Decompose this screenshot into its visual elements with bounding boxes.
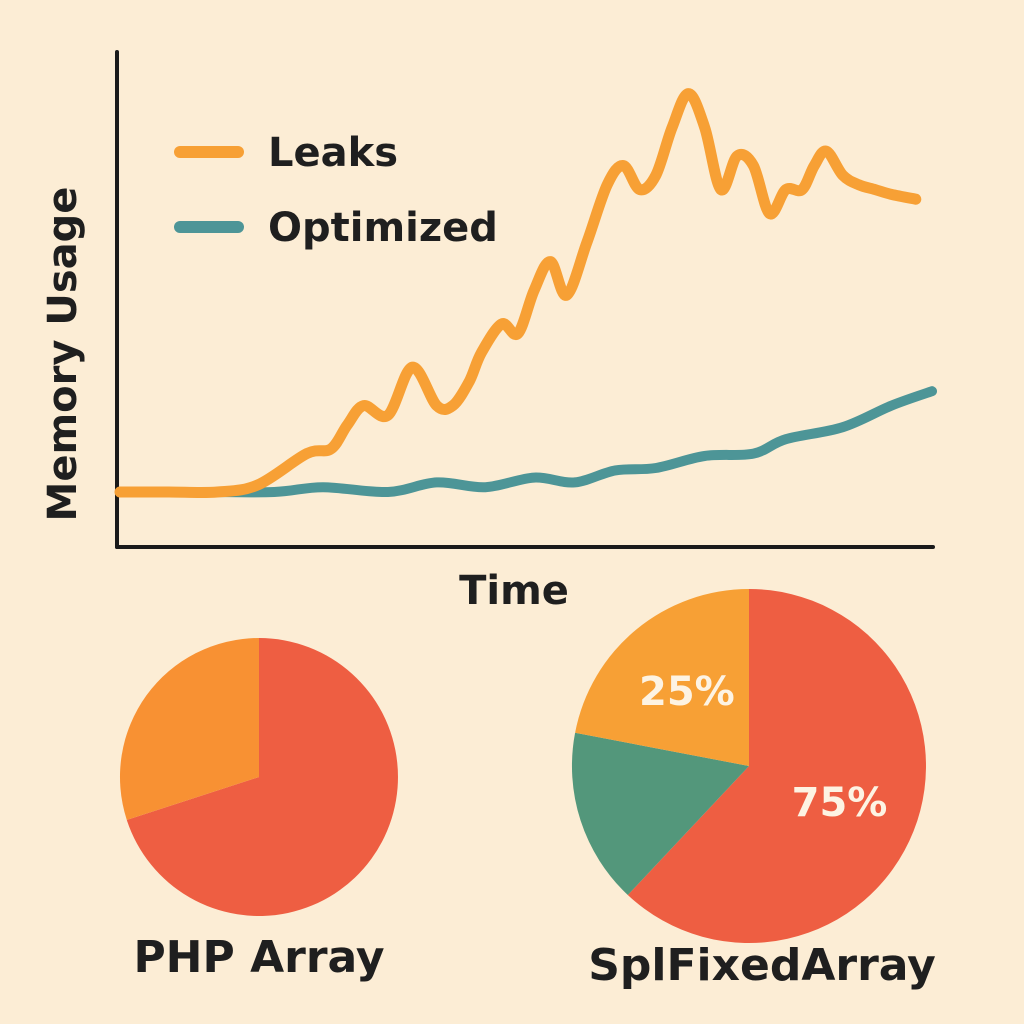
x-axis-label: Time (459, 568, 569, 614)
y-axis-label: Memory Usage (40, 187, 86, 522)
pie-slice-2 (575, 589, 749, 766)
pie-caption-php-array: PHP Array (133, 932, 384, 983)
legend-label-optimized: Optimized (268, 205, 498, 251)
legend: Leaks Optimized (174, 130, 498, 251)
pie-caption-splfixedarray: SplFixedArray (588, 940, 936, 991)
pie-slice-0 (126, 638, 398, 916)
series-line-leaks (114, 88, 922, 499)
line-chart: Leaks Optimized Time Memory Usage (40, 50, 937, 614)
legend-label-leaks: Leaks (268, 130, 398, 176)
pie-chart-php-array (119, 637, 398, 916)
pie-slice-0 (627, 589, 926, 944)
series-line-optimized (115, 386, 937, 498)
series-layer (114, 88, 937, 499)
pie-slice-1 (119, 637, 259, 820)
pie-slice-1 (571, 732, 749, 895)
pie-slice-label-0: 75% (792, 780, 888, 826)
pie-slice-label-2: 25% (639, 669, 735, 715)
pie-chart-splfixedarray: 75% 25% (571, 589, 926, 944)
